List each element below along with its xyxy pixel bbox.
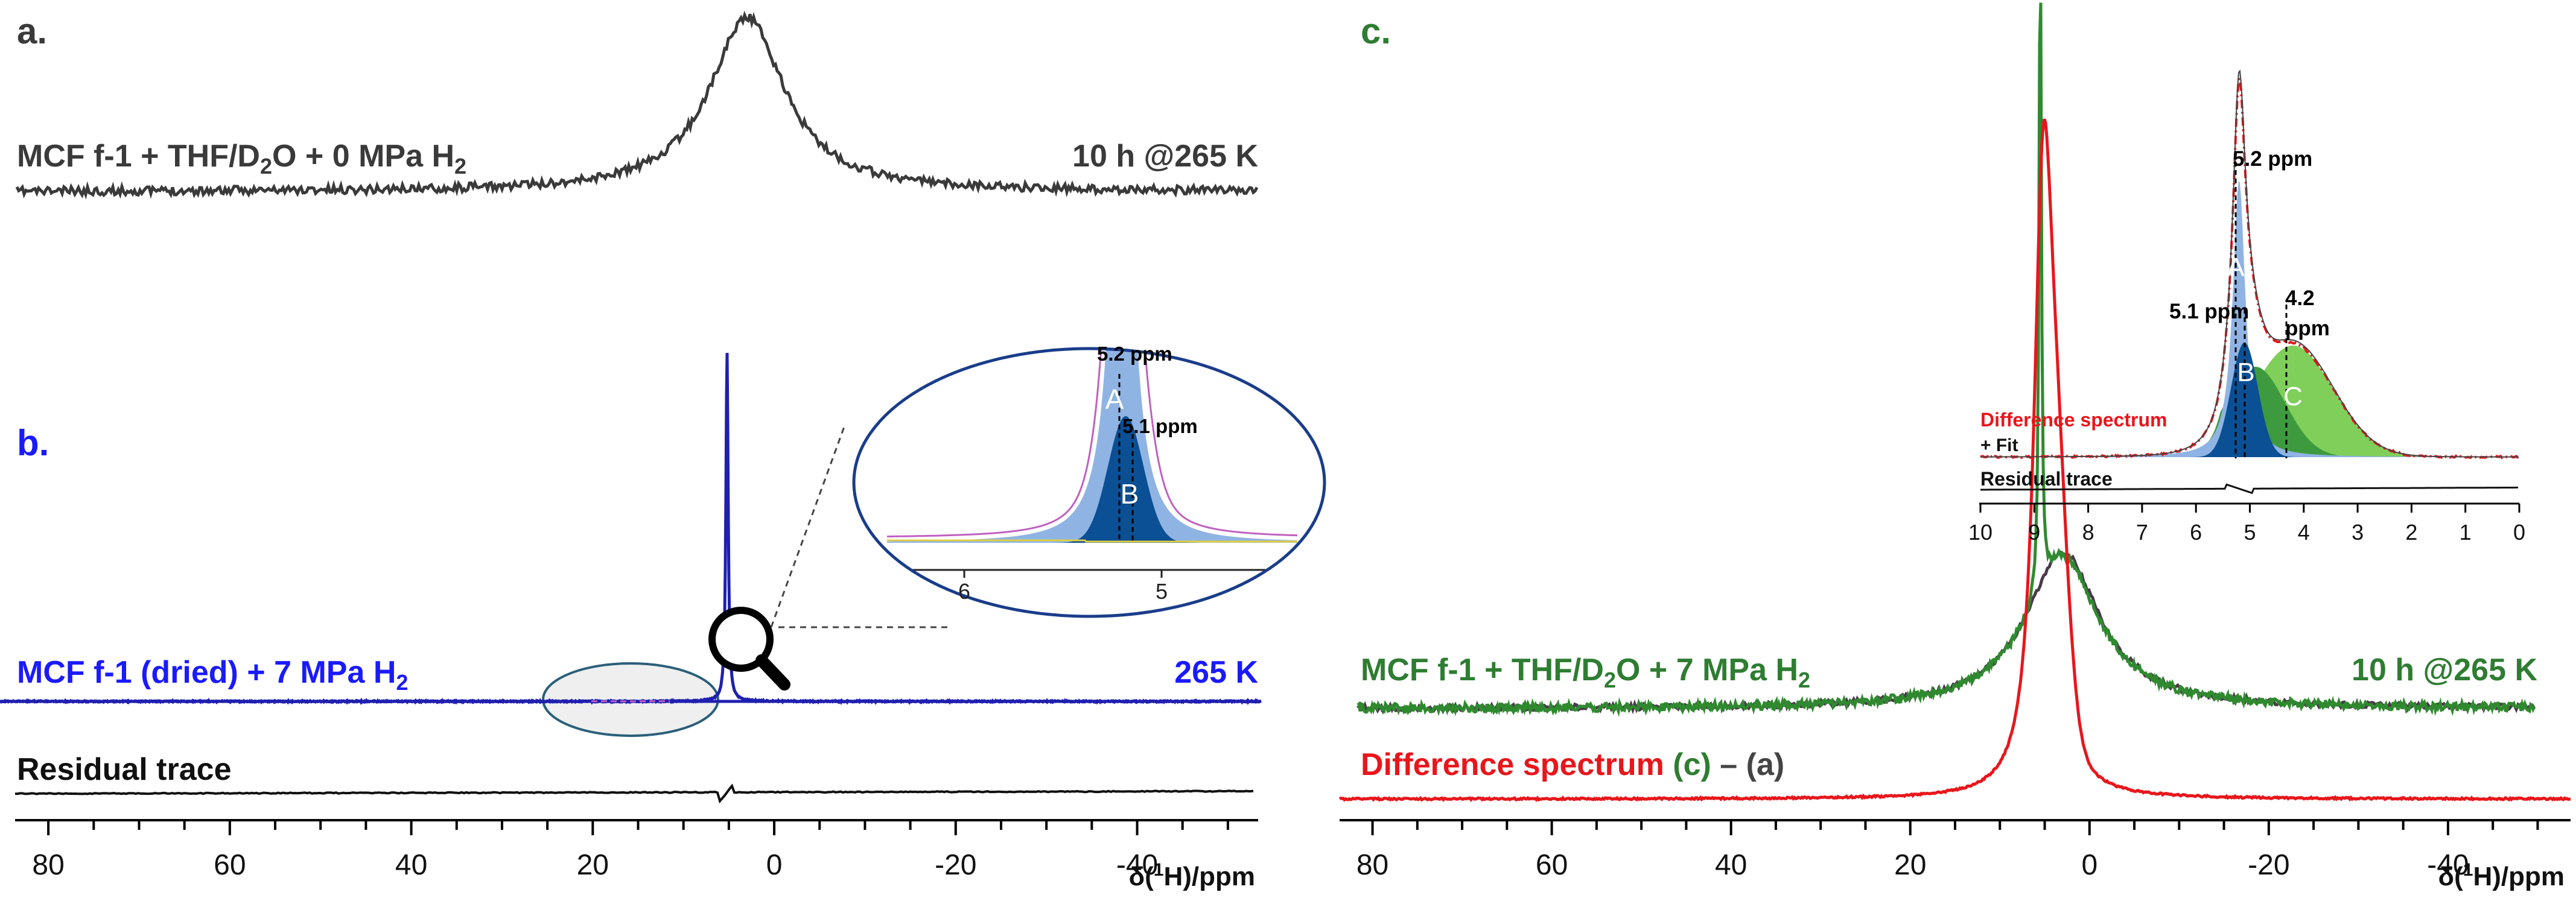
inset-c-tick-label: 3 xyxy=(2352,520,2364,545)
inset-c-label-a: A xyxy=(2227,253,2245,282)
panel-c-axis-tick-label: 20 xyxy=(1894,849,1926,881)
magnifier-icon xyxy=(708,607,790,691)
inset-c-legend-difference: Difference spectrum xyxy=(1980,409,2167,431)
inset-b-label-5-2: 5.2 ppm xyxy=(1097,343,1172,365)
inset-c-label-5-1: 5.1 ppm xyxy=(2169,300,2249,323)
panel-b-residual-trace xyxy=(14,783,1254,804)
inset-c-residual-label: Residual trace xyxy=(1980,468,2113,490)
panel-c-difference-trace xyxy=(1338,118,2571,802)
inset-c-tick-label: 4 xyxy=(2298,520,2310,545)
panel-c-letter: c. xyxy=(1361,11,1391,51)
panel-c-axis-tick-label: 0 xyxy=(2081,849,2097,881)
inset-c-axis: 10 9 8 7 6 5 4 3 2 1 0 xyxy=(1968,502,2525,545)
panel-c-inset: 5.2 ppm 5.1 ppm 4.2 ppm A B C Difference… xyxy=(1968,69,2525,545)
panel-b-residual-label: Residual trace xyxy=(17,752,232,787)
panel-c-spectrum-trace xyxy=(1356,2,2536,717)
panel-a-letter: a. xyxy=(17,11,47,51)
inset-c-label-c: C xyxy=(2283,382,2303,411)
inset-c-fit-trace xyxy=(1980,69,2519,458)
inset-c-residual-trace xyxy=(1980,483,2518,495)
panel-b-inset: 5.2 ppm 5.1 ppm A B 6 5 xyxy=(852,343,1326,618)
inset-c-tick-label: 5 xyxy=(2244,520,2256,545)
panel-c-axis-tick-label: -40 xyxy=(2427,849,2469,881)
panel-b: b. MCF f-1 (dried) + 7 MPa H2 265 K Resi… xyxy=(0,343,1326,804)
zoom-connector-line-upper xyxy=(770,425,846,628)
inset-b-component-a xyxy=(887,349,1297,543)
panel-b-axis-tick-label: 60 xyxy=(214,849,246,881)
panel-a-sample-label: MCF f-1 + THF/D2O + 0 MPa H2 xyxy=(17,139,466,179)
inset-c-label-4-2: 4.2 xyxy=(2285,286,2315,310)
inset-c-component-b xyxy=(1980,343,2519,457)
inset-b-yellow-trace xyxy=(887,539,1297,543)
inset-c-tick-label: 8 xyxy=(2082,520,2094,545)
panel-b-axis-tick-label: 0 xyxy=(766,849,783,881)
panel-a: a. MCF f-1 + THF/D2O + 0 MPa H2 10 h @26… xyxy=(15,10,1259,200)
inset-c-legend-fit: + Fit xyxy=(1980,435,2018,455)
inset-c-tick-label: 10 xyxy=(1968,520,1992,545)
panel-b-axis-tick-label: 40 xyxy=(395,849,427,881)
inset-b-tick-label-6: 6 xyxy=(958,579,970,604)
inset-b-label-a: A xyxy=(1105,384,1124,415)
inset-c-label-5-2: 5.2 ppm xyxy=(2233,147,2312,171)
inset-c-label-b: B xyxy=(2237,358,2254,387)
panel-a-condition-label: 10 h @265 K xyxy=(1072,139,1258,174)
panel-b-axis-tick-label: 80 xyxy=(32,849,64,881)
panel-b-condition-label: 265 K xyxy=(1174,655,1258,690)
inset-b-label-5-1: 5.1 ppm xyxy=(1122,415,1198,437)
inset-c-tick-label: 2 xyxy=(2405,520,2417,545)
inset-c-tick-label: 6 xyxy=(2190,520,2202,545)
panel-b-axis-tick-label: -20 xyxy=(935,849,976,881)
inset-c-tick-label: 7 xyxy=(2136,520,2148,545)
inset-b-label-b: B xyxy=(1121,478,1139,510)
inset-b-border xyxy=(852,347,1326,618)
panel-c-sample-label: MCF f-1 + THF/D2O + 7 MPa H2 xyxy=(1361,653,1810,692)
panel-b-axis-tick-label: 20 xyxy=(577,849,609,881)
inset-c-tick-label: 1 xyxy=(2460,520,2472,545)
panel-a-spectrum-trace xyxy=(15,10,1259,200)
panel-c-axis-tick-label: -20 xyxy=(2248,849,2289,881)
inset-b-tick-label-5: 5 xyxy=(1156,579,1168,604)
inset-c-label-ppm: ppm xyxy=(2285,317,2330,340)
panel-c-difference-label: Difference spectrum (c) – (a) xyxy=(1361,747,1784,782)
panel-b-x-axis: δ(1H)/ppm 80 60 40 20 0 -20 -40 xyxy=(15,819,1258,891)
panel-b-axis-unit: δ(1H)/ppm xyxy=(1128,860,1255,891)
panel-c-axis-tick-label: 80 xyxy=(1356,849,1388,881)
panel-c-condition-label: 10 h @265 K xyxy=(2352,653,2537,688)
panel-c-axis-tick-label: 40 xyxy=(1715,849,1747,881)
panel-b-sample-label: MCF f-1 (dried) + 7 MPa H2 xyxy=(17,655,408,695)
zoom-region-ellipse xyxy=(542,662,719,737)
panel-c-axis-unit: δ(1H)/ppm xyxy=(2438,860,2565,891)
panel-b-axis-tick-label: -40 xyxy=(1116,849,1158,881)
panel-c: c. MCF f-1 + THF/D2O + 7 MPa H2 10 h @26… xyxy=(1338,2,2571,802)
panel-c-axis-tick-label: 60 xyxy=(1536,849,1568,881)
inset-c-tick-label: 0 xyxy=(2513,520,2525,545)
panel-b-letter: b. xyxy=(17,423,49,463)
inset-b-envelope-trace xyxy=(887,349,1297,538)
panel-c-x-axis: δ(1H)/ppm 80 60 40 20 0 -20 -40 xyxy=(1340,819,2571,891)
inset-c-tick-label: 9 xyxy=(2028,520,2040,545)
